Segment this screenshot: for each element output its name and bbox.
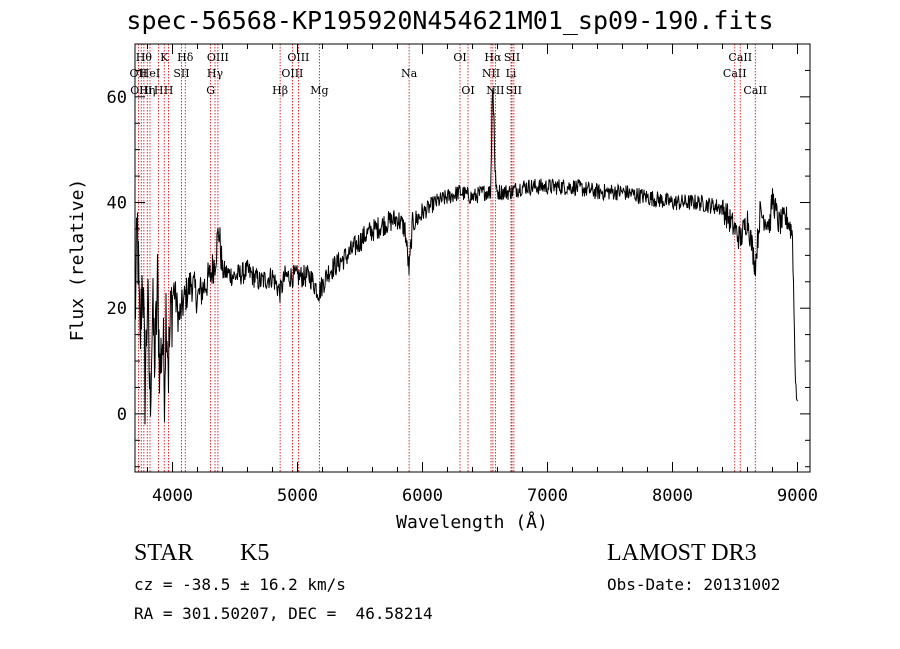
line-marker-label: OIII	[130, 84, 152, 97]
line-marker-label: H	[154, 84, 164, 97]
x-tick-label: 6000	[402, 486, 443, 506]
line-marker-label: SII	[506, 84, 522, 97]
chart-title: spec-56568-KP195920N454621M01_sp09-190.f…	[126, 6, 774, 35]
ticks-layer: 4000 5000 6000 7000 8000 9000 0 20 40 60	[107, 43, 818, 506]
plot-frame	[134, 43, 811, 473]
y-tick-label: 60	[107, 88, 127, 108]
line-markers-layer	[137, 44, 756, 472]
line-marker-label: OIII	[207, 51, 229, 64]
x-tick-label: 8000	[652, 486, 693, 506]
x-tick-label: 9000	[777, 486, 818, 506]
line-marker-label: Hη	[139, 84, 155, 97]
line-marker-label: Mg	[310, 84, 328, 97]
object-subclass: K5	[240, 540, 270, 566]
x-axis-label: Wavelength (Å)	[396, 511, 548, 533]
coordinates-label: RA = 301.50207, DEC = 46.58214	[134, 604, 433, 623]
line-marker-label: SII	[173, 67, 189, 80]
line-marker-label: Li	[506, 67, 517, 80]
y-tick-label: 0	[117, 405, 127, 425]
line-marker-label: Hδ	[177, 51, 194, 64]
line-marker-label: OI	[461, 84, 474, 97]
obs-date-label: Obs-Date: 20131002	[607, 575, 781, 594]
line-marker-label: K	[160, 51, 169, 64]
x-tick-label: 5000	[277, 486, 318, 506]
y-tick-label: 40	[107, 194, 127, 214]
line-marker-label: G	[206, 84, 215, 97]
line-marker-label: Hθ	[136, 51, 153, 64]
line-marker-label: Hα	[484, 51, 502, 64]
line-marker-label: OIII	[287, 51, 309, 64]
x-tick-label: 7000	[527, 486, 568, 506]
line-marker-label: NII	[486, 84, 504, 97]
line-marker-label: OI	[453, 51, 466, 64]
line-marker-label: CaII	[743, 84, 767, 97]
survey-label: LAMOST DR3	[607, 540, 757, 566]
marker-labels-layer: OII OIII Hθ Hη HeI H K H SII Hδ G Hγ OIII Hβ OIII OIII M…	[130, 51, 768, 97]
line-marker-label: Na	[401, 67, 418, 80]
line-marker-label: NII	[482, 67, 500, 80]
line-marker-label: HeI	[140, 67, 160, 80]
line-marker-label: Hβ	[272, 84, 288, 97]
line-marker-label: CaII	[723, 67, 747, 80]
line-marker-label: OII	[130, 67, 148, 80]
spectrum-line	[134, 87, 798, 425]
y-axis-label: Flux (relative)	[67, 179, 88, 342]
line-marker-label: CaII	[728, 51, 752, 64]
x-tick-label: 4000	[152, 486, 193, 506]
line-marker-label: SII	[504, 51, 520, 64]
line-marker-label: Hγ	[207, 67, 224, 80]
spectrum-layer	[134, 87, 798, 425]
y-tick-label: 20	[107, 299, 127, 319]
redshift-label: cz = -38.5 ± 16.2 km/s	[134, 575, 346, 594]
line-marker-label: OIII	[281, 67, 303, 80]
line-marker-label: H	[164, 84, 174, 97]
object-class: STAR	[134, 540, 194, 566]
